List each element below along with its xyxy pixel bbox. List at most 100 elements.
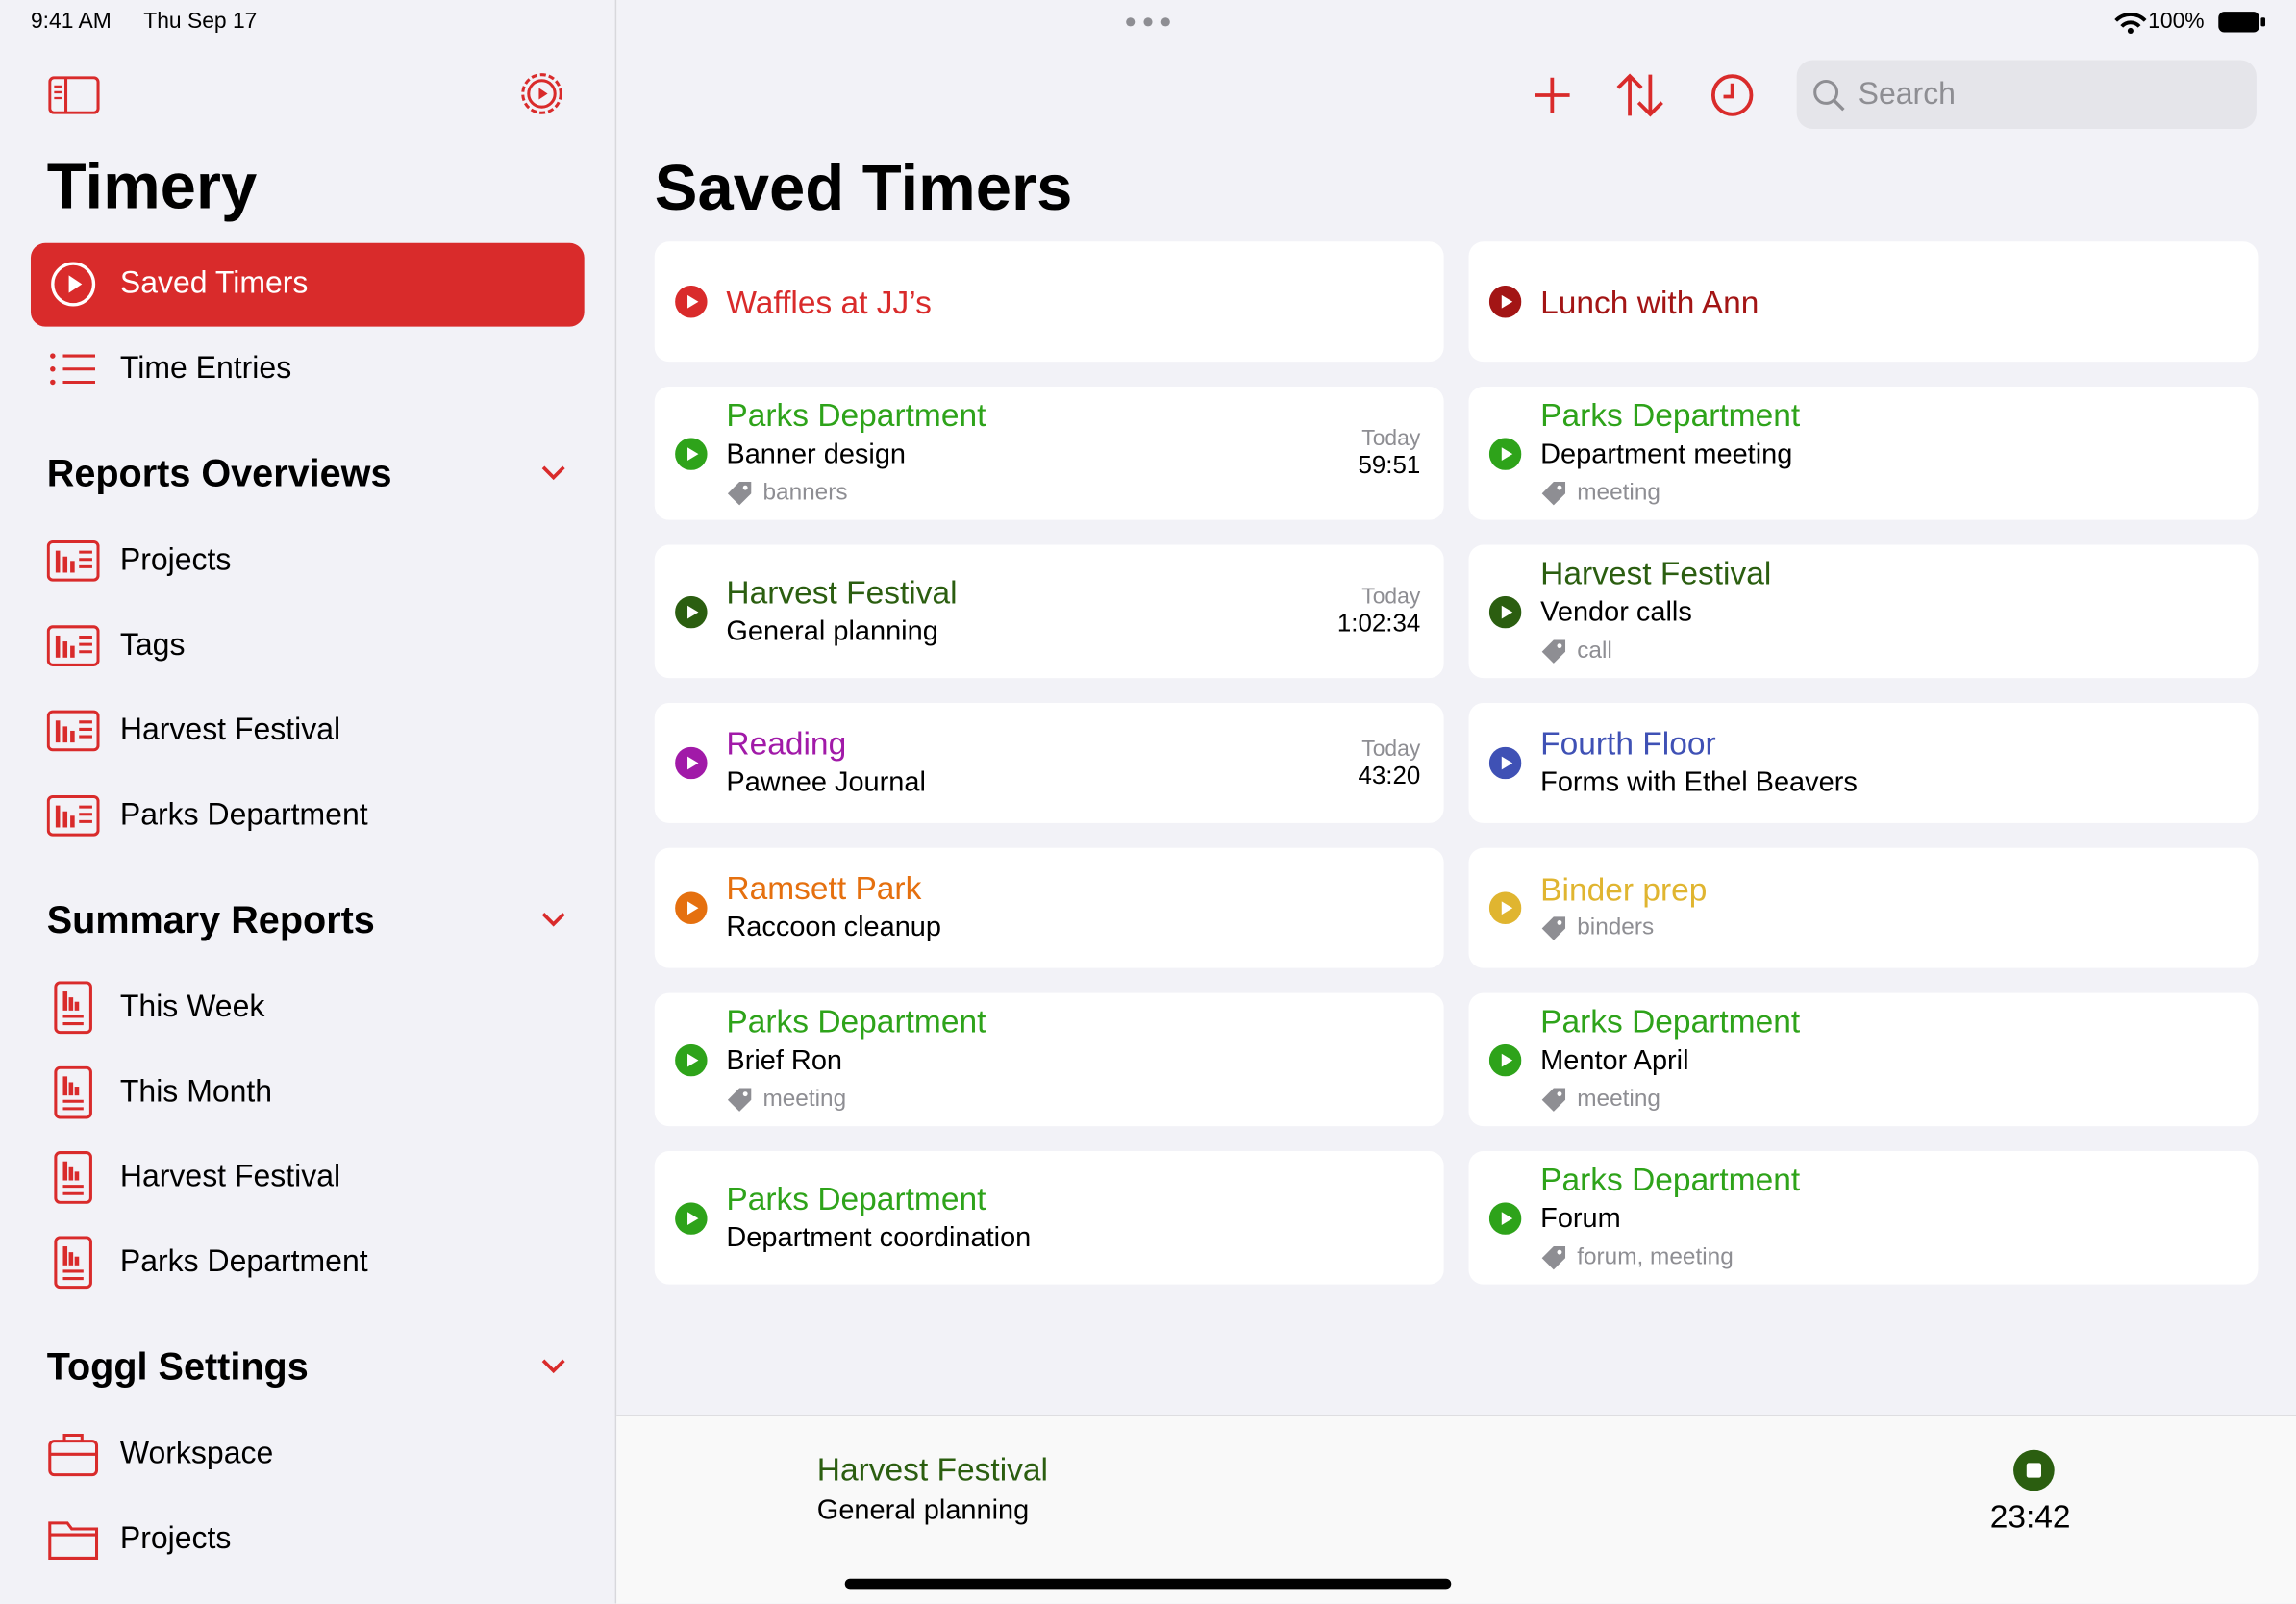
timer-project: Harvest Festival (1540, 555, 1772, 592)
history-button[interactable] (1709, 72, 1756, 119)
timer-description: Forms with Ethel Beavers (1540, 767, 1858, 799)
last-run-duration: 59:51 (1358, 451, 1421, 480)
timer-card[interactable]: Lunch with Ann (1468, 241, 2259, 363)
last-run-label: Today (1361, 426, 1421, 452)
timer-card[interactable]: Parks Department Department meeting meetin… (1468, 387, 2259, 520)
play-icon (675, 1043, 708, 1076)
play-icon (675, 891, 708, 924)
stop-button[interactable] (2012, 1448, 2057, 1492)
play-icon (1488, 1043, 1522, 1076)
item-label: Harvest Festival (119, 713, 341, 747)
nav-item[interactable]: Time Entries (47, 339, 291, 398)
sidebar-item[interactable]: Parks Department (47, 1233, 368, 1291)
timer-text: Reading Pawnee Journal (726, 723, 1358, 802)
tag-text: binders (1577, 915, 1655, 940)
running-elapsed: 23:42 (1989, 1497, 2071, 1536)
timer-text: Harvest Festival Vendor calls call (1540, 554, 2234, 669)
settings-button[interactable] (517, 69, 567, 119)
status-date: Thu Sep 17 (143, 9, 258, 35)
tag-text: meeting (1577, 480, 1660, 506)
play-icon (675, 746, 708, 780)
battery-icon (2218, 12, 2266, 33)
timer-card[interactable]: Harvest Festival General planning Today 1:0… (654, 544, 1444, 679)
timer-project: Parks Department (1540, 1161, 1801, 1198)
multitask-dots[interactable] (1123, 14, 1173, 29)
tag-text: forum, meeting (1577, 1244, 1734, 1270)
sort-button[interactable] (1615, 72, 1665, 119)
section-chevron[interactable] (538, 463, 567, 490)
last-run-duration: 43:20 (1358, 761, 1421, 789)
app-title: Timery (46, 150, 258, 223)
timer-description: Department coordination (726, 1221, 1032, 1253)
timer-tags: call (1540, 633, 2234, 669)
timer-description: Forum (1540, 1203, 1621, 1235)
sidebar-item[interactable]: Harvest Festival (46, 701, 341, 760)
timer-card[interactable]: Fourth Floor Forms with Ethel Beavers (1468, 703, 2259, 823)
timer-card[interactable]: Ramsett Park Raccoon cleanup (654, 847, 1444, 968)
add-button[interactable] (1532, 75, 1573, 116)
tag-text: meeting (762, 1087, 847, 1112)
sidebar-toggle[interactable] (48, 76, 101, 114)
timer-text: Lunch with Ann (1540, 282, 2234, 321)
play-icon (1488, 285, 1522, 318)
search-field[interactable]: Search (1796, 60, 2257, 130)
timer-card[interactable]: Parks Department Brief Ron meeting (654, 992, 1444, 1127)
item-label: Parks Department (119, 798, 368, 833)
section-chevron[interactable] (538, 910, 567, 938)
home-indicator (844, 1578, 1452, 1590)
timer-description: Raccoon cleanup (726, 912, 942, 943)
sidebar-item[interactable]: Projects (47, 1510, 232, 1568)
nav-item[interactable]: Saved Timers (47, 255, 309, 313)
running-project: Harvest Festival (816, 1451, 1049, 1489)
timer-text: Fourth Floor Forms with Ethel Beavers (1540, 723, 2234, 802)
timer-card[interactable]: Parks Department Mentor April meeting (1468, 992, 2259, 1127)
timer-card[interactable]: Harvest Festival Vendor calls call (1468, 544, 2259, 679)
timer-project: Parks Department (1540, 1003, 1801, 1040)
sidebar-item[interactable]: This Week (47, 978, 265, 1037)
timer-card[interactable]: Waffles at JJ’s (654, 241, 1444, 363)
item-label: This Week (119, 990, 265, 1024)
timer-card[interactable]: Parks Department Department coordination (654, 1151, 1444, 1285)
item-label: Projects (119, 543, 232, 578)
timer-text: Parks Department Banner design banners (726, 395, 1358, 511)
timer-project: Parks Department (726, 1003, 986, 1040)
sidebar: 9:41 AM Thu Sep 17 Timery Saved Timers Ti… (0, 0, 617, 1604)
timer-tags: binders (1540, 910, 2234, 946)
sidebar-item[interactable]: Parks Department (46, 787, 368, 845)
running-timer-bar[interactable]: Harvest Festival General planning 23:42 (616, 1415, 2296, 1604)
play-icon (675, 285, 708, 318)
timer-tags: meeting (726, 1081, 1420, 1117)
sidebar-item[interactable]: Workspace (47, 1425, 274, 1484)
sidebar-item[interactable]: Tags (46, 616, 185, 675)
timer-card[interactable]: Binder prep binders (1468, 847, 2259, 968)
item-label: Workspace (119, 1437, 274, 1471)
search-placeholder: Search (1858, 76, 1956, 111)
sidebar-item[interactable]: This Month (47, 1064, 272, 1122)
sidebar-item[interactable]: Harvest Festival (47, 1148, 340, 1207)
section-chevron[interactable] (538, 1356, 567, 1384)
timer-text: Parks Department Brief Ron meeting (726, 1002, 1420, 1117)
timer-text: Waffles at JJ’s (726, 282, 1420, 321)
timer-description: Mentor April (1540, 1045, 1689, 1077)
item-label: Harvest Festival (119, 1160, 341, 1194)
timer-text: Ramsett Park Raccoon cleanup (726, 868, 1420, 947)
timer-card[interactable]: Parks Department Forum forum, meeting (1468, 1151, 2259, 1285)
timer-text: Binder prep binders (1540, 870, 2234, 946)
item-label: Projects (119, 1521, 232, 1556)
play-icon (675, 437, 708, 470)
timer-card[interactable]: Parks Department Banner design banners Toda… (654, 387, 1444, 520)
page-title: Saved Timers (654, 152, 1073, 225)
section-title: Toggl Settings (46, 1344, 309, 1389)
wifi-icon (2114, 13, 2147, 35)
timer-card[interactable]: Reading Pawnee Journal Today 43:20 (654, 703, 1444, 823)
timer-project: Parks Department (726, 396, 986, 434)
last-run-label: Today (1361, 584, 1421, 610)
timer-text: Parks Department Mentor April meeting (1540, 1002, 2234, 1117)
timer-tags: meeting (1540, 1081, 2234, 1117)
timer-description: Vendor calls (1540, 597, 1692, 629)
timer-text: Harvest Festival General planning (726, 572, 1336, 651)
sidebar-item[interactable]: Projects (46, 532, 232, 590)
timer-project: Lunch with Ann (1540, 283, 1759, 320)
